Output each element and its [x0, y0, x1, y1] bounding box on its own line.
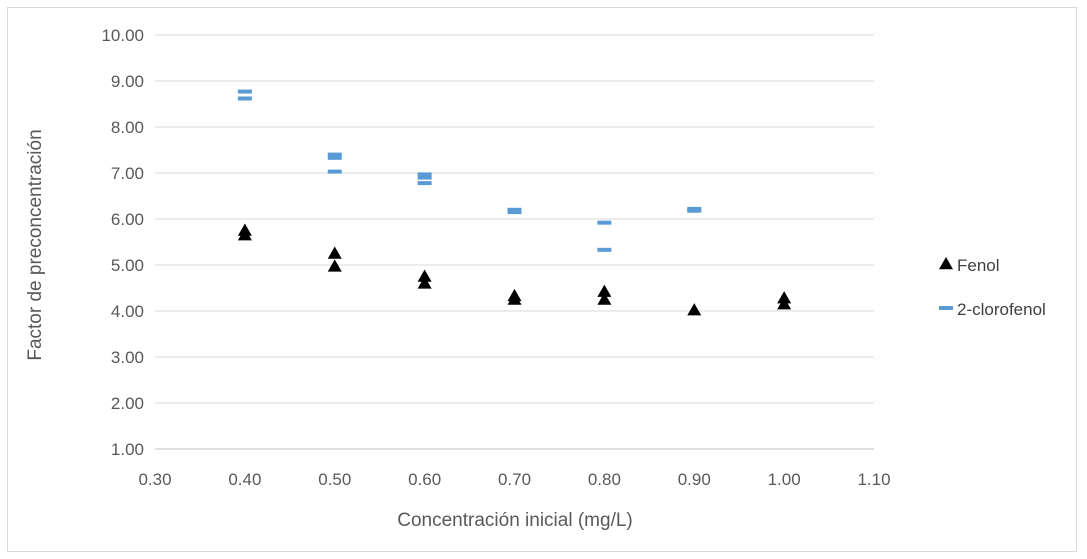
- y-axis-title: Factor de preconcentración: [25, 129, 46, 360]
- clorofenol-point: [237, 96, 252, 101]
- gridlines: [155, 34, 874, 450]
- x-tick-label: 0.60: [408, 470, 441, 489]
- y-tick-label: 7.00: [111, 164, 144, 183]
- clorofenol-point: [507, 210, 522, 215]
- fenol-point: [777, 291, 792, 304]
- clorofenol-point: [417, 181, 432, 186]
- x-tick-label: 0.70: [498, 470, 531, 489]
- x-tick-label: 0.90: [678, 470, 711, 489]
- clorofenol-point: [597, 220, 612, 225]
- y-tick-label: 6.00: [111, 210, 144, 229]
- x-axis-ticks: 0.30 0.40 0.50 0.60 0.70 0.80 0.90 1.00 1.10: [138, 470, 890, 489]
- legend-label: 2-clorofenol: [957, 300, 1046, 319]
- clorofenol-point: [687, 206, 702, 211]
- y-tick-label: 5.00: [111, 256, 144, 275]
- clorofenol-point: [597, 247, 612, 252]
- y-tick-label: 8.00: [111, 118, 144, 137]
- clorofenol-point: [507, 207, 522, 212]
- clorofenol-point: [327, 155, 342, 160]
- y-tick-label: 1.00: [111, 440, 144, 459]
- x-tick-label: 1.00: [768, 470, 801, 489]
- y-tick-label: 10.00: [101, 26, 144, 45]
- legend-label: Fenol: [957, 256, 1000, 275]
- clorofenol-point: [327, 169, 342, 174]
- clorofenol-point: [237, 89, 252, 94]
- x-axis-title: Concentración inicial (mg/L): [397, 510, 633, 531]
- y-tick-label: 2.00: [111, 394, 144, 413]
- clorofenol-point: [417, 172, 432, 177]
- fenol-point: [507, 288, 522, 302]
- fenol-point: [687, 303, 702, 316]
- x-tick-label: 1.10: [857, 470, 890, 489]
- clorofenol-point: [417, 175, 432, 180]
- y-tick-label: 9.00: [111, 72, 144, 91]
- legend-clorofenol-marker: [939, 306, 953, 310]
- fenol-point: [327, 246, 342, 259]
- fenol-point: [327, 259, 342, 272]
- y-axis-ticks: 1.00 2.00 3.00 4.00 5.00 6.00 7.00 8.00 9.00 10.0…: [101, 26, 144, 459]
- y-tick-label: 3.00: [111, 348, 144, 367]
- clorofenol-point: [327, 152, 342, 157]
- legend-fenol-marker: [939, 257, 953, 270]
- fenol-point: [597, 284, 612, 297]
- legend: Fenol 2-clorofenol: [939, 256, 1046, 319]
- x-tick-label: 0.80: [588, 470, 621, 489]
- fenol-point: [597, 292, 612, 305]
- fenol-point: [417, 269, 432, 282]
- x-tick-label: 0.30: [138, 470, 171, 489]
- chart-frame: [7, 7, 1077, 552]
- x-tick-label: 0.40: [228, 470, 261, 489]
- fenol-point: [417, 276, 432, 289]
- x-tick-label: 0.50: [318, 470, 351, 489]
- y-tick-label: 4.00: [111, 302, 144, 321]
- fenol-point: [237, 223, 252, 236]
- data-points: [237, 89, 792, 316]
